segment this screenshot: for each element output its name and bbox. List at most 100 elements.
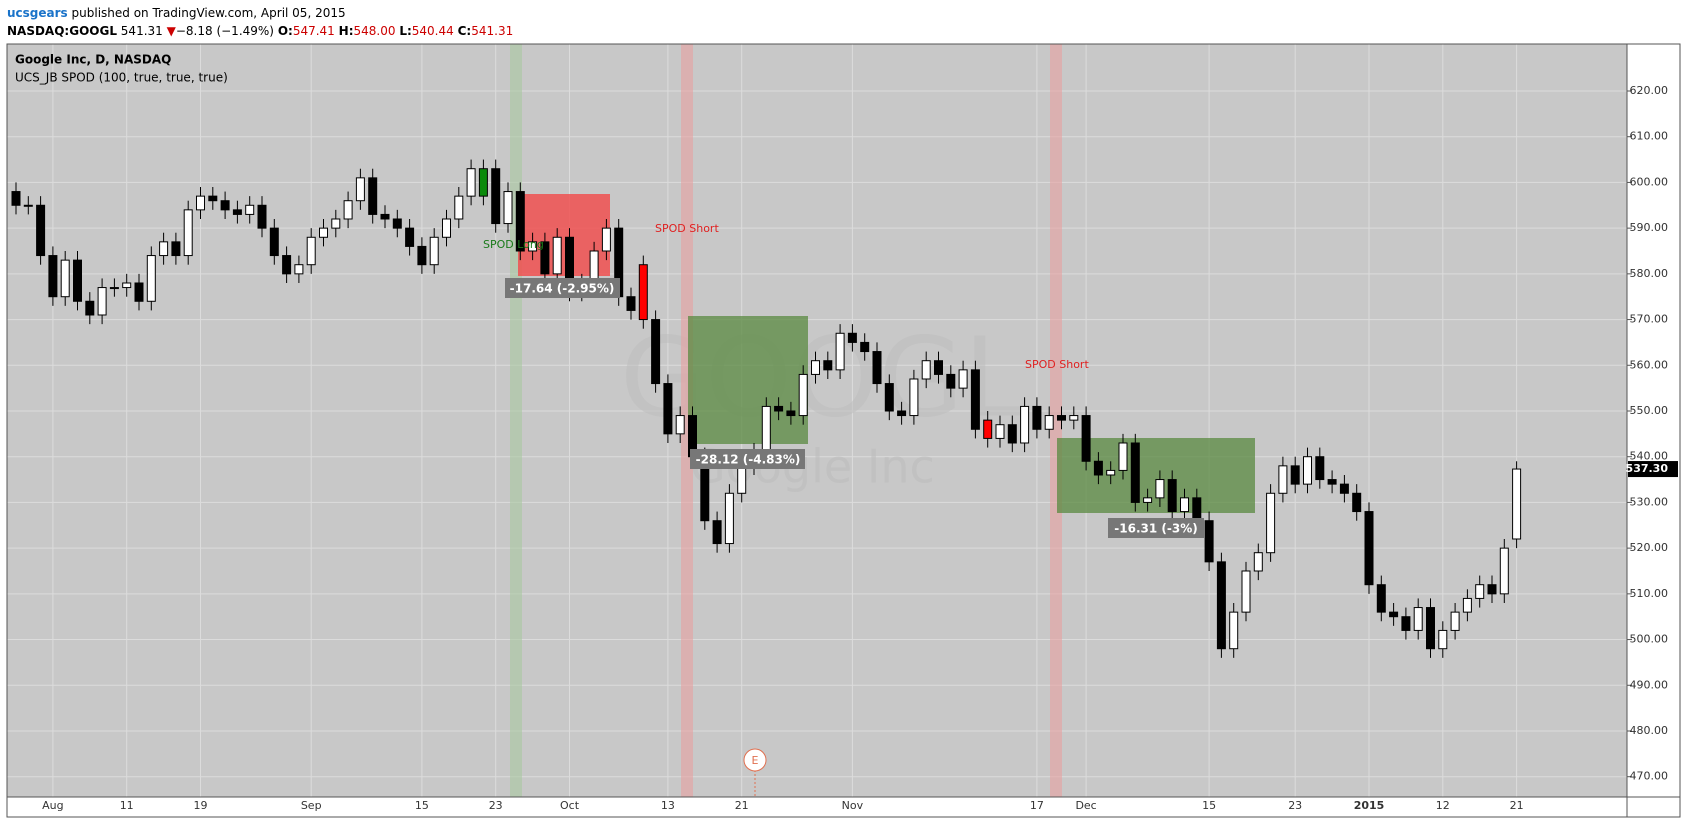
trade-label: -16.31 (-3%) <box>1114 522 1197 536</box>
candle-body <box>232 209 242 215</box>
candle-body <box>970 369 980 430</box>
l-label: L: <box>399 24 412 38</box>
candle-body <box>1376 584 1386 613</box>
short-band <box>1050 44 1062 797</box>
candle-body <box>73 259 82 302</box>
time-axis-bg <box>7 797 1680 817</box>
candle-body <box>491 168 501 225</box>
candle-body <box>1106 469 1116 476</box>
short-band <box>681 44 693 797</box>
candle-body <box>724 492 734 545</box>
signal-label: SPOD Long <box>483 238 544 251</box>
candle-body <box>946 373 956 389</box>
candle-body <box>1512 468 1522 540</box>
x-tick-label: 12 <box>1436 799 1450 812</box>
chart-title: Google Inc, D, NASDAQ <box>15 53 171 67</box>
candle-body <box>601 227 611 252</box>
long-band <box>510 44 522 797</box>
candle-body <box>1118 442 1128 471</box>
candle-body <box>1462 597 1472 613</box>
candle-body <box>122 282 132 289</box>
candle-body <box>220 200 230 211</box>
trade-label-bg <box>1108 518 1204 538</box>
x-tick-label: 19 <box>194 799 208 812</box>
candle-body <box>712 520 722 545</box>
c: 541.31 <box>471 24 514 38</box>
o: 547.41 <box>292 24 335 38</box>
candle-body <box>245 204 255 215</box>
y-tick-label: 480.00 <box>1630 724 1669 737</box>
candle-body <box>454 195 464 220</box>
candle-body <box>196 195 205 211</box>
candle-body <box>1450 611 1460 631</box>
candle-body <box>774 405 784 412</box>
candle-body <box>146 255 156 302</box>
candle-body <box>11 191 21 206</box>
candle-body <box>23 204 33 207</box>
candle-body <box>540 241 550 275</box>
published: published on TradingView.com, April 05, … <box>71 6 346 20</box>
candle-body <box>737 465 747 494</box>
candle-body <box>1007 424 1017 444</box>
candle-body <box>1266 492 1276 554</box>
candle-body <box>786 410 796 417</box>
y-tick-label: 490.00 <box>1630 678 1669 691</box>
candle-body <box>921 360 931 380</box>
candle-body <box>823 360 833 371</box>
candle-body <box>1229 611 1239 650</box>
candle-body <box>1389 611 1399 618</box>
candle-body <box>638 264 648 321</box>
x-tick-label: 21 <box>735 799 749 812</box>
author[interactable]: ucsgears <box>7 6 68 20</box>
x-tick-label: 21 <box>1510 799 1524 812</box>
header-line: ucsgears published on TradingView.com, A… <box>7 4 513 22</box>
candle-body <box>675 415 685 435</box>
candle-body <box>909 378 919 417</box>
candle-body <box>626 296 636 311</box>
y-tick-label: 540.00 <box>1630 450 1669 463</box>
candle-body <box>1241 570 1251 613</box>
x-tick-label: Sep <box>301 799 322 812</box>
candle-body <box>995 424 1005 439</box>
x-tick-label: 2015 <box>1354 799 1385 812</box>
candle-body <box>1044 415 1054 430</box>
candle-body <box>897 410 907 417</box>
candle-body <box>835 332 845 371</box>
frame <box>6 43 1681 818</box>
candle-body <box>1364 511 1374 586</box>
header: ucsgears published on TradingView.com, A… <box>7 4 513 40</box>
y-tick-label: 610.00 <box>1630 130 1669 143</box>
price-axis-bg <box>1627 44 1680 797</box>
trade-label-bg <box>690 449 805 469</box>
candle-body <box>1167 479 1177 513</box>
candle-body <box>1192 497 1202 522</box>
candle-body <box>257 204 267 229</box>
last-price-label: 537.30 <box>1626 462 1669 475</box>
candle-body <box>1426 607 1435 650</box>
candle-body <box>934 360 943 375</box>
candle-body <box>1069 415 1079 421</box>
candle-body <box>1278 465 1288 494</box>
candle-body <box>1020 405 1030 444</box>
candle-body <box>1475 584 1485 599</box>
earnings-marker[interactable] <box>743 748 767 772</box>
candle-body <box>429 236 439 266</box>
candle-body <box>1339 483 1349 494</box>
candle-body <box>282 255 292 275</box>
candle-body <box>171 241 181 257</box>
candle-body <box>331 218 341 229</box>
x-tick-label: 15 <box>1202 799 1216 812</box>
candles <box>11 159 1522 658</box>
y-tick-label: 620.00 <box>1630 84 1669 97</box>
x-tick-label: 23 <box>1288 799 1302 812</box>
candle-body <box>97 287 107 316</box>
plot-bg <box>7 44 1627 797</box>
candle-body <box>651 319 661 385</box>
candle-body <box>528 241 538 252</box>
candle-body <box>405 227 415 247</box>
candle-body <box>1081 415 1091 462</box>
candle-body <box>1315 456 1325 481</box>
trade-label-bg <box>505 278 620 298</box>
